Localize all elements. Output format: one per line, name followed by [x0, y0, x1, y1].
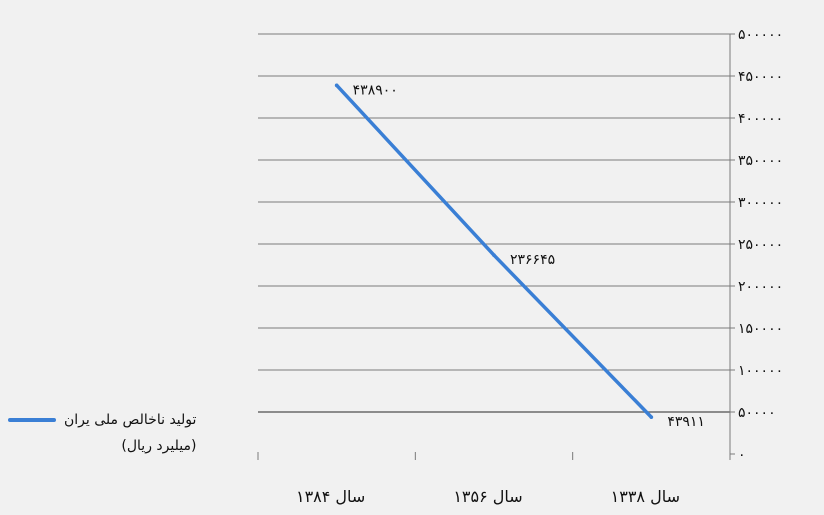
legend-swatch — [8, 418, 56, 422]
data-point — [649, 415, 654, 419]
x-tick-labels: سال ۱۳۸۴ سال ۱۳۵۶ سال ۱۳۳۸ — [296, 487, 680, 506]
grid-lines — [258, 33, 730, 413]
legend-entry: تولید ناخالص ملی یران — [8, 412, 196, 428]
x-tick-label: سال ۱۳۸۴ — [296, 487, 365, 506]
y-tick-label: ۴۵۰۰۰۰ — [738, 69, 783, 85]
y-tick-label: ۵۰۰۰۰ — [738, 405, 776, 421]
legend-series-label: تولید ناخالص ملی یران — [64, 412, 197, 428]
axes — [257, 33, 735, 460]
data-point — [492, 253, 496, 258]
series-line — [334, 83, 654, 419]
x-tick-label: سال ۱۳۵۶ — [453, 487, 522, 506]
x-tick-label: سال ۱۳۳۸ — [611, 487, 680, 506]
y-tick-label: ۱۰۰۰۰۰ — [738, 363, 783, 379]
y-tick-label: ۲۰۰۰۰۰ — [738, 279, 783, 295]
y-tick-label: ۴۰۰۰۰۰ — [738, 111, 783, 127]
y-tick-label: ۳۰۰۰۰۰ — [738, 195, 783, 211]
y-tick-label: ۱۵۰۰۰۰ — [738, 321, 783, 337]
data-label: ۴۳۸۹۰۰ — [353, 82, 398, 98]
legend: تولید ناخالص ملی یران (میلیرد ریال) — [8, 412, 196, 454]
data-label: ۲۳۶۶۴۵ — [510, 252, 555, 268]
legend-unit-label: (میلیرد ریال) — [121, 438, 197, 454]
y-tick-label: ۵۰۰۰۰۰ — [738, 27, 783, 43]
data-labels: ۴۳۸۹۰۰ ۲۳۶۶۴۵ ۴۳۹۱۱ — [353, 82, 705, 430]
series-group — [334, 83, 654, 419]
y-tick-label: ۳۵۰۰۰۰ — [738, 153, 783, 169]
data-label: ۴۳۹۱۱ — [667, 414, 705, 430]
data-point — [334, 83, 339, 88]
y-tick-label: ۲۵۰۰۰۰ — [738, 237, 783, 253]
y-tick-labels: ۰ ۵۰۰۰۰ ۱۰۰۰۰۰ ۱۵۰۰۰۰ ۲۰۰۰۰۰ ۲۵۰۰۰۰ ۳۰۰۰۰۰ ۳۵۰۰… — [738, 27, 783, 463]
y-tick-label: ۰ — [738, 447, 746, 463]
